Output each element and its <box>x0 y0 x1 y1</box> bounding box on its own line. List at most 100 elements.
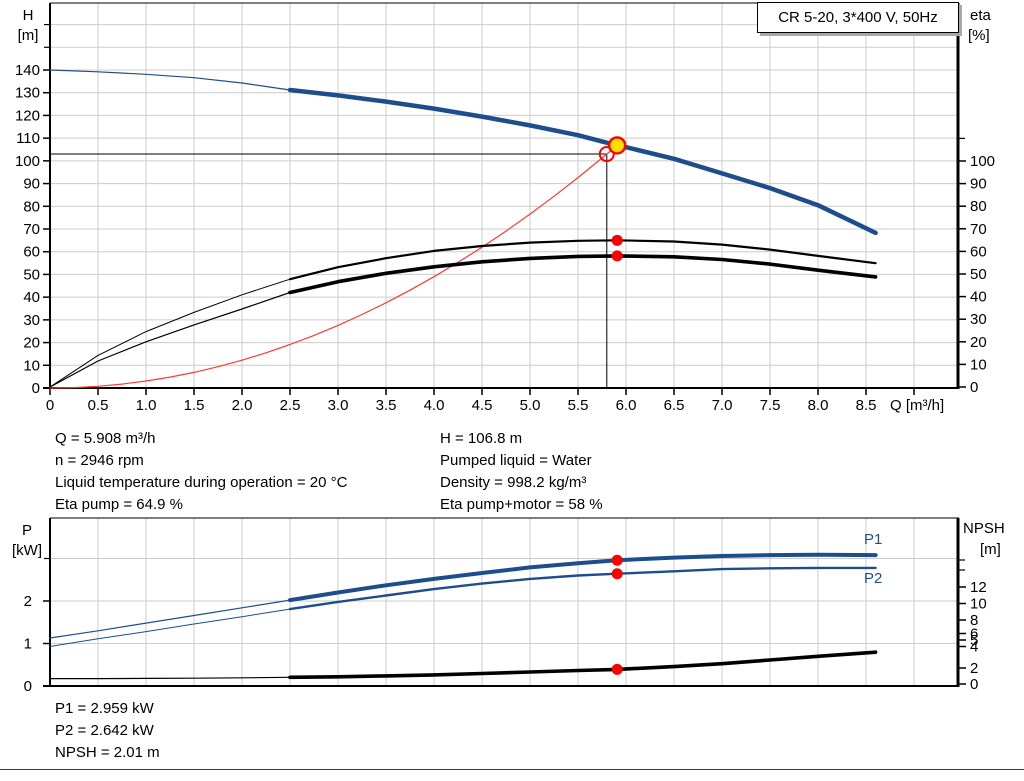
operating-data-right: H = 106.8 m Pumped liquid = Water Densit… <box>440 428 603 516</box>
q-axis-tick-label: 7.5 <box>760 397 781 414</box>
power-npsh-results: P1 = 2.959 kW P2 = 2.642 kW NPSH = 2.01 … <box>55 698 160 764</box>
h-axis-tick-label: 130 <box>15 85 40 102</box>
eta-axis-tick-label: 80 <box>970 198 987 215</box>
npsh-axis-tick-label: 4 <box>970 639 978 656</box>
q-axis-tick-label: 0 <box>46 397 54 414</box>
q-axis-tick-label: 2.0 <box>232 397 253 414</box>
eta-axis-tick-label: 50 <box>970 266 987 283</box>
p-axis-title: P <box>22 522 32 539</box>
q-axis-tick-label: 3.5 <box>376 397 397 414</box>
eta-axis-tick-label: 30 <box>970 311 987 328</box>
info-liquid-temperature: Liquid temperature during operation = 20… <box>55 474 348 491</box>
head-curve-thin <box>49 69 291 91</box>
eta-pump-curve <box>288 239 877 281</box>
p2-curve-label: P2 <box>864 570 882 587</box>
q-axis-tick-label: 6.5 <box>664 397 685 414</box>
q-axis-tick-label: 8.0 <box>808 397 829 414</box>
result-npsh: NPSH = 2.01 m <box>55 744 160 761</box>
q-axis-tick-label: 1.5 <box>184 397 205 414</box>
pump-title-box: CR 5-20, 3*400 V, 50Hz <box>757 2 959 33</box>
npsh-axis-tick-label: 2 <box>970 660 978 677</box>
npsh-curve <box>288 650 878 680</box>
eta-axis-title: eta <box>970 7 992 24</box>
npsh-operating-dot <box>611 663 623 675</box>
bottom-divider <box>0 769 1024 770</box>
p-axis-tick-label: 0 <box>24 678 32 695</box>
result-p2: P2 = 2.642 kW <box>55 722 154 739</box>
q-axis-tick-label: 0.5 <box>88 397 109 414</box>
h-axis-tick-label: 100 <box>15 153 40 170</box>
p2-curve-thin <box>49 608 291 647</box>
p1-curve-thin <box>49 599 291 639</box>
operating-data-left: Q = 5.908 m³/h n = 2946 rpm Liquid tempe… <box>55 428 347 516</box>
h-axis-tick-label: 140 <box>15 62 40 79</box>
q-axis-tick-label: 3.0 <box>328 397 349 414</box>
eta-pump-curve-thin <box>49 278 291 388</box>
info-eta-pump: Eta pump = 64.9 % <box>55 496 183 513</box>
h-axis-tick-label: 10 <box>23 357 40 374</box>
pump-title: CR 5-20, 3*400 V, 50Hz <box>778 9 938 26</box>
operating-point-marker <box>607 136 627 155</box>
h-axis-tick-label: 20 <box>23 335 40 352</box>
power-operating-dot <box>611 554 623 566</box>
h-axis-tick-label: 80 <box>23 198 40 215</box>
info-head: H = 106.8 m <box>440 430 523 447</box>
head-curve <box>287 87 878 236</box>
eta-axis-tick-label: 70 <box>970 221 987 238</box>
q-axis-tick-label: 2.5 <box>280 397 301 414</box>
h-axis-unit: [m] <box>18 27 39 44</box>
q-axis-tick-label: 8.5 <box>856 397 877 414</box>
eta-axis-tick-label: 20 <box>970 334 987 351</box>
h-axis-tick-label: 120 <box>15 107 40 124</box>
h-axis-title: H <box>23 7 34 24</box>
h-axis-tick-label: 40 <box>23 289 40 306</box>
p-axis-unit: [kW] <box>12 542 42 559</box>
info-pumped-liquid: Pumped liquid = Water <box>440 452 592 469</box>
p1-curve <box>288 552 878 603</box>
h-axis-tick-label: 50 <box>23 266 40 283</box>
eta-axis-tick-label: 10 <box>970 356 987 373</box>
npsh-axis-tick-label: 6 <box>970 626 978 643</box>
eta-axis-tick-label: 100 <box>970 153 995 170</box>
npsh-axis-tick-label: 5 <box>970 632 978 649</box>
npsh-axis-tick-label: 10 <box>970 596 987 613</box>
info-density: Density = 998.2 kg/m³ <box>440 474 587 491</box>
h-axis-tick-label: 90 <box>23 176 40 193</box>
q-axis-unit-label: Q [m³/h] <box>890 397 944 414</box>
p1-curve-label: P1 <box>864 531 882 548</box>
p-axis-tick-label: 2 <box>24 593 32 610</box>
eta-pump-motor-curve <box>288 254 878 295</box>
duty-point-marker <box>598 146 615 163</box>
eta-axis-tick-label: 0 <box>970 379 978 396</box>
info-eta-pump-motor: Eta pump+motor = 58 % <box>440 496 603 513</box>
power-operating-dot <box>611 568 623 580</box>
eta-operating-dot <box>611 250 623 262</box>
eta-axis-unit: [%] <box>968 27 990 44</box>
eta-pump-motor-curve-thin <box>49 291 291 388</box>
q-axis-tick-label: 4.5 <box>472 397 493 414</box>
npsh-axis-title: NPSH <box>963 520 1005 537</box>
h-axis-tick-label: 110 <box>16 130 40 147</box>
eta-axis-tick-label: 90 <box>970 176 987 193</box>
h-axis-tick-label: 60 <box>23 244 40 261</box>
npsh-axis-tick-label: 8 <box>970 612 978 629</box>
info-flow: Q = 5.908 m³/h <box>55 430 156 447</box>
q-axis-tick-label: 5.0 <box>520 397 541 414</box>
q-axis-tick-label: 4.0 <box>424 397 445 414</box>
q-axis-tick-label: 7.0 <box>712 397 733 414</box>
npsh-axis-tick-label: 12 <box>970 579 987 596</box>
system-curve-thin <box>49 144 618 389</box>
h-axis-tick-label: 30 <box>23 312 40 329</box>
eta-axis-tick-label: 60 <box>970 243 987 260</box>
eta-operating-dot <box>611 234 623 246</box>
q-axis-tick-label: 6.0 <box>616 397 637 414</box>
h-axis-tick-label: 70 <box>23 221 40 238</box>
p-axis-tick-label: 1 <box>24 636 32 653</box>
h-axis-tick-label: 0 <box>32 380 40 397</box>
result-p1: P1 = 2.959 kW <box>55 700 154 717</box>
q-axis-tick-label: 5.5 <box>568 397 589 414</box>
p2-curve <box>288 566 877 611</box>
npsh-axis-unit: [m] <box>980 541 1001 558</box>
